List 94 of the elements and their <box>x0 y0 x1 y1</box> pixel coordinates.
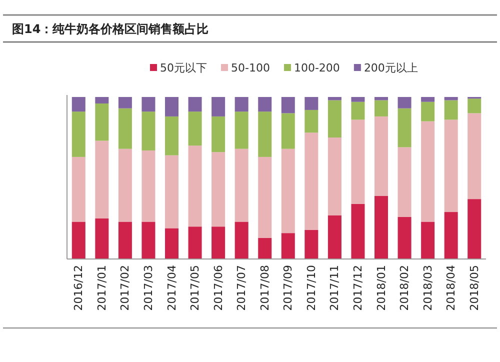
bar <box>468 199 482 259</box>
bar <box>421 121 435 222</box>
bar <box>165 97 178 116</box>
bar <box>165 155 178 228</box>
x-tick-label: 2017/03 <box>142 265 155 311</box>
bar <box>258 97 272 112</box>
bar <box>188 146 202 227</box>
bar <box>212 226 226 259</box>
bar <box>351 120 365 204</box>
bar <box>95 97 109 104</box>
x-tick-label: 2018/01 <box>374 265 388 311</box>
bar <box>374 100 388 116</box>
x-tick-label: 2017/07 <box>235 265 248 311</box>
bar <box>188 97 202 112</box>
x-tick-label: 2017/05 <box>188 265 202 311</box>
bar <box>72 222 86 259</box>
bar <box>468 113 482 200</box>
legend-label: 50-100 <box>231 62 270 74</box>
bar <box>142 150 156 222</box>
bar <box>142 97 156 112</box>
bar <box>328 100 342 138</box>
bar <box>258 238 272 259</box>
bar <box>234 148 248 222</box>
bar <box>421 102 435 122</box>
bar <box>95 218 109 259</box>
legend-label: 200元以上 <box>364 62 418 74</box>
bar <box>304 132 318 230</box>
bar <box>304 230 318 259</box>
bar <box>468 98 482 114</box>
x-tick-label: 2016/12 <box>72 265 86 311</box>
x-tick-label: 2017/01 <box>95 265 108 311</box>
bar <box>72 112 86 157</box>
bar <box>118 148 132 222</box>
x-tick-label: 2017/06 <box>212 265 225 311</box>
bar <box>281 113 295 149</box>
bar <box>398 97 412 108</box>
bar <box>234 112 248 149</box>
x-tick-label: 2017/09 <box>282 265 295 311</box>
legend-label: 100-200 <box>294 62 340 74</box>
bar <box>304 97 318 110</box>
bar <box>118 108 132 149</box>
bar <box>444 97 458 100</box>
bar <box>328 138 342 216</box>
bar <box>95 140 109 218</box>
bar <box>398 108 412 148</box>
bar <box>258 156 272 238</box>
chart-title: 图14：纯牛奶各价格区间销售额占比 <box>12 22 209 36</box>
x-tick-label: 2017/08 <box>258 265 272 311</box>
legend-label: 50元以下 <box>160 62 207 74</box>
bar <box>281 233 295 259</box>
x-tick-label: 2017/12 <box>351 265 364 311</box>
bar <box>72 97 86 112</box>
bar <box>281 148 295 234</box>
bar <box>188 112 202 146</box>
bar <box>258 112 272 157</box>
bar <box>351 204 365 259</box>
x-tick-label: 2018/02 <box>398 265 412 311</box>
bar <box>234 222 248 259</box>
bar <box>374 97 388 100</box>
bar <box>374 116 388 196</box>
bar <box>212 152 226 227</box>
x-tick-label: 2017/11 <box>328 265 342 311</box>
bar <box>398 216 412 259</box>
bar <box>234 97 248 112</box>
bar <box>142 112 156 150</box>
bar <box>304 110 318 133</box>
x-tick-label: 2018/03 <box>421 265 434 311</box>
bar <box>165 116 178 156</box>
bar <box>142 222 156 259</box>
bar <box>212 97 226 116</box>
bar <box>118 222 132 259</box>
bar <box>444 100 458 120</box>
bar <box>72 156 86 222</box>
bar <box>188 226 202 259</box>
x-tick-label: 2017/10 <box>304 265 318 311</box>
bar <box>281 97 295 114</box>
bar <box>118 97 132 108</box>
bar <box>351 97 365 102</box>
bar <box>444 120 458 212</box>
bar <box>444 212 458 259</box>
bar <box>351 102 365 120</box>
x-tick-label: 2018/04 <box>444 265 458 311</box>
bar <box>398 147 412 217</box>
x-tick-label: 2017/04 <box>165 265 178 311</box>
bar <box>212 116 226 152</box>
bar <box>421 97 435 102</box>
bar <box>328 215 342 259</box>
bar <box>95 103 109 141</box>
bar <box>328 97 342 100</box>
bar <box>165 228 178 259</box>
x-tick-label: 2018/05 <box>468 265 481 311</box>
bar <box>421 222 435 259</box>
x-tick-label: 2017/02 <box>118 265 132 311</box>
bar <box>374 196 388 259</box>
